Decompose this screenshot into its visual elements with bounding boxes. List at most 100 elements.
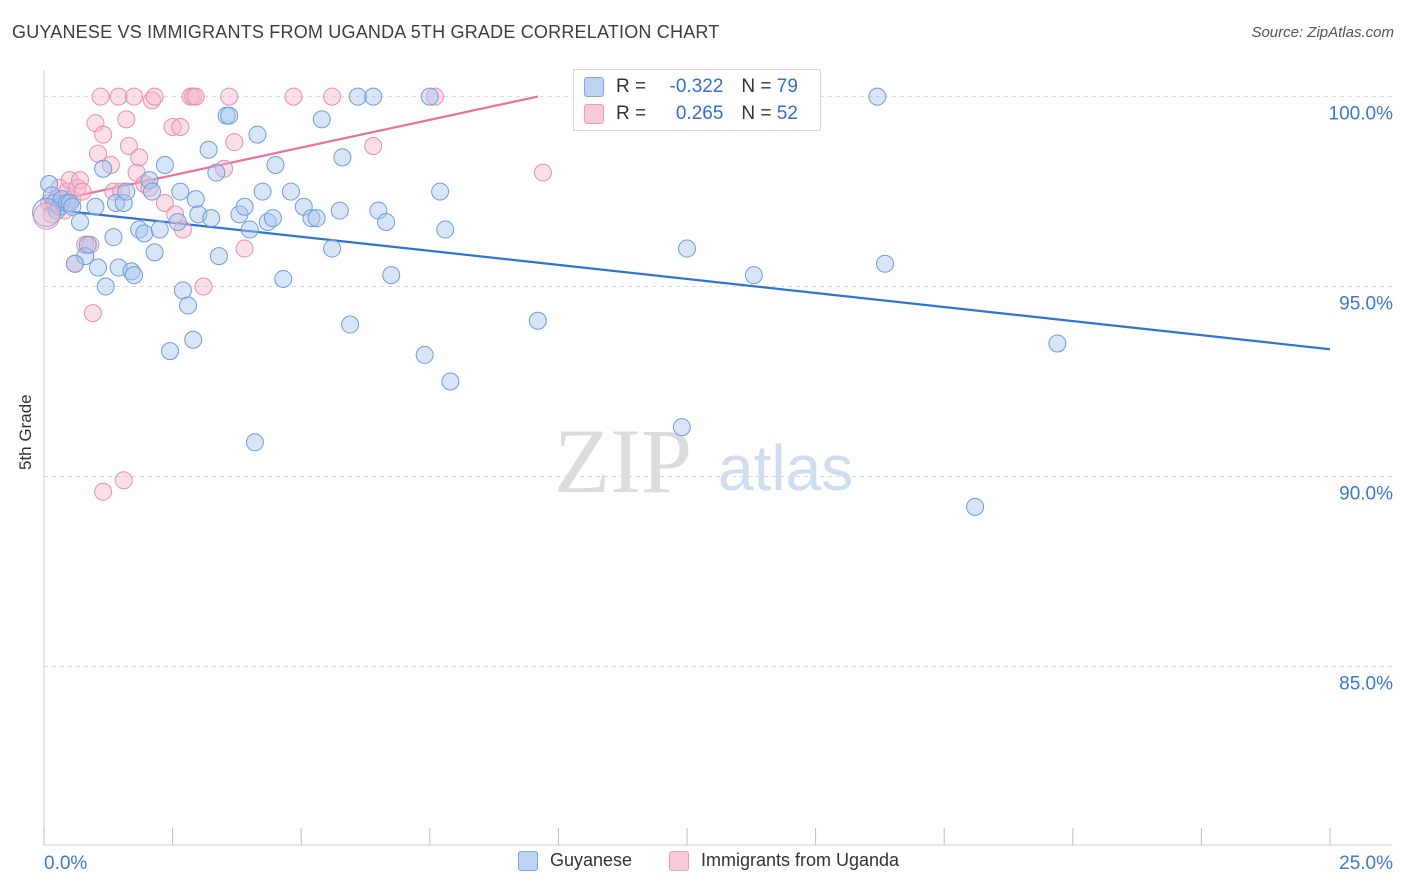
data-points <box>32 87 1067 516</box>
point-uganda <box>71 171 90 190</box>
point-uganda <box>186 87 205 106</box>
point-guyanese <box>341 315 360 334</box>
point-guyanese <box>173 281 192 300</box>
point-guyanese <box>263 209 282 228</box>
point-uganda <box>94 125 113 144</box>
r-value-uganda: 0.265 <box>675 103 724 124</box>
point-guyanese <box>125 266 144 285</box>
point-guyanese <box>65 254 84 273</box>
r-label: R = <box>616 76 647 97</box>
point-guyanese <box>220 106 239 125</box>
r-label: R = <box>616 103 647 124</box>
point-guyanese <box>966 497 985 516</box>
point-guyanese <box>876 254 895 273</box>
point-uganda <box>284 87 303 106</box>
point-guyanese <box>78 235 97 254</box>
point-guyanese <box>207 163 226 182</box>
point-guyanese <box>323 239 342 258</box>
point-guyanese <box>209 247 228 266</box>
point-uganda <box>323 87 342 106</box>
point-guyanese <box>528 311 547 330</box>
point-guyanese <box>330 201 349 220</box>
point-guyanese <box>161 342 180 361</box>
y-tick-label: 85.0% <box>1339 673 1393 694</box>
point-guyanese <box>253 182 272 201</box>
point-guyanese <box>382 266 401 285</box>
point-guyanese <box>71 212 90 231</box>
legend-swatch-uganda <box>669 850 689 871</box>
y-tick-label: 90.0% <box>1339 483 1393 504</box>
point-uganda <box>533 163 552 182</box>
x-tick-label-right: 25.0% <box>1339 853 1393 874</box>
point-guyanese <box>186 190 205 209</box>
point-guyanese <box>245 433 264 452</box>
point-guyanese <box>377 212 396 231</box>
series-legend: Guyanese Immigrants from Uganda <box>0 850 1406 878</box>
legend-item-uganda[interactable]: Immigrants from Uganda <box>669 850 899 871</box>
point-guyanese <box>364 87 383 106</box>
tick-labels: 100.0% 95.0% 90.0% 85.0% 0.0% 25.0% <box>44 104 1393 874</box>
chart-title: GUYANESE VS IMMIGRANTS FROM UGANDA 5TH G… <box>12 22 720 42</box>
point-guyanese <box>86 197 105 216</box>
point-cluster-uganda <box>33 202 61 230</box>
point-uganda <box>104 182 123 201</box>
y-tick-label: 100.0% <box>1329 104 1394 125</box>
point-uganda <box>94 482 113 501</box>
point-guyanese <box>179 296 198 315</box>
n-label: N = <box>741 76 772 97</box>
point-guyanese <box>104 228 123 247</box>
point-guyanese <box>40 174 59 193</box>
point-guyanese <box>168 212 187 231</box>
point-uganda <box>364 136 383 155</box>
point-guyanese <box>145 243 164 262</box>
point-uganda <box>109 87 128 106</box>
trend-line-guyanese <box>43 207 1331 351</box>
point-guyanese <box>94 159 113 178</box>
point-guyanese <box>202 209 221 228</box>
point-uganda <box>166 205 185 224</box>
point-uganda <box>114 471 133 490</box>
stats-row-guyanese: R = -0.322 N = 79 <box>584 74 798 100</box>
point-uganda <box>194 277 213 296</box>
point-guyanese <box>1048 334 1067 353</box>
point-uganda <box>145 87 164 106</box>
point-guyanese <box>333 148 352 167</box>
point-uganda <box>73 182 92 201</box>
point-uganda <box>112 182 131 201</box>
point-uganda <box>117 110 136 129</box>
point-guyanese <box>140 171 159 190</box>
point-guyanese <box>281 182 300 201</box>
source-label: Source: ZipAtlas.com <box>1251 24 1394 41</box>
swatch-uganda <box>584 104 604 124</box>
point-guyanese <box>63 197 82 216</box>
point-guyanese <box>143 182 162 201</box>
point-guyanese <box>348 87 367 106</box>
point-guyanese <box>431 182 450 201</box>
r-value-guyanese: -0.322 <box>669 76 724 97</box>
stats-row-uganda: R = 0.265 N = 52 <box>584 101 798 127</box>
gridlines <box>44 96 1392 667</box>
y-tick-label: 95.0% <box>1339 294 1393 315</box>
point-guyanese <box>150 220 169 239</box>
axes <box>43 70 1392 846</box>
point-guyanese <box>868 87 887 106</box>
watermark-atlas: atlas <box>718 432 853 504</box>
point-uganda <box>83 304 102 323</box>
legend-label-uganda: Immigrants from Uganda <box>701 850 900 870</box>
point-guyanese <box>76 247 95 266</box>
n-value-uganda: 52 <box>776 103 798 124</box>
point-uganda <box>171 117 190 136</box>
point-guyanese <box>171 182 190 201</box>
x-tick-label-left: 0.0% <box>44 853 87 874</box>
legend-item-guyanese[interactable]: Guyanese <box>518 850 632 871</box>
point-guyanese <box>199 140 218 159</box>
swatch-guyanese <box>584 77 604 97</box>
point-guyanese <box>117 182 136 201</box>
point-guyanese <box>184 330 203 349</box>
point-uganda <box>91 87 110 106</box>
point-guyanese <box>274 269 293 288</box>
point-guyanese <box>312 110 331 129</box>
point-guyanese <box>744 266 763 285</box>
point-uganda <box>155 193 174 212</box>
